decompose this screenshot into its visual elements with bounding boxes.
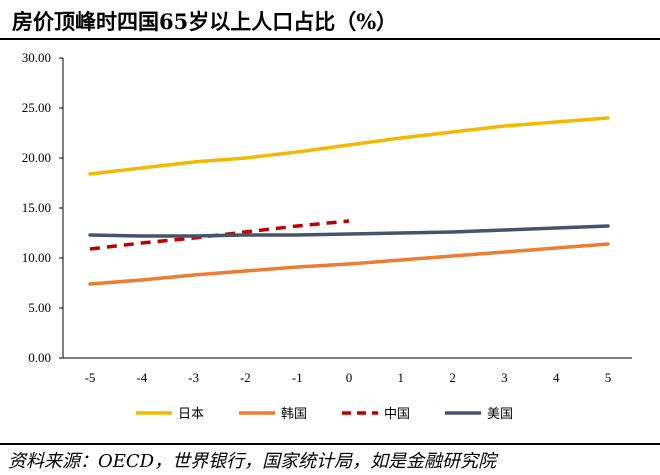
chart-axes: 0.00 5.00 10.00 15.00 20.00 25.00 30.00 -5 -4 -3 -… xyxy=(22,50,632,385)
chart-title: 房价顶峰时四国65岁以上人口占比（%） xyxy=(12,9,398,34)
x-tick-label: -5 xyxy=(85,370,96,385)
x-tick-label: 3 xyxy=(501,370,508,385)
y-tick-label: 5.00 xyxy=(28,300,51,315)
title-divider xyxy=(0,38,660,40)
x-tick-label: -1 xyxy=(292,370,303,385)
source-divider xyxy=(0,443,660,445)
series-line-美国 xyxy=(88,224,610,238)
x-tick-label: -3 xyxy=(188,370,199,385)
series-line-日本 xyxy=(88,116,610,176)
source-note: 资料来源：OECD，世界银行，国家统计局，如是金融研究院 xyxy=(8,451,497,472)
series-line-中国 xyxy=(89,219,350,251)
chart-series xyxy=(88,116,610,286)
y-tick-label: 25.00 xyxy=(22,100,51,115)
x-tick-label: 1 xyxy=(398,370,405,385)
chart-legend: 日本 韩国 中国 美国 xyxy=(136,407,513,422)
x-tick-label: 0 xyxy=(346,370,353,385)
y-tick-label: 30.00 xyxy=(22,50,51,65)
x-tick-label: 2 xyxy=(449,370,456,385)
legend-label-韩国: 韩国 xyxy=(281,407,307,422)
y-tick-label: 20.00 xyxy=(22,150,51,165)
series-line-韩国 xyxy=(88,242,610,286)
x-tick-label: -2 xyxy=(240,370,251,385)
x-tick-label: -4 xyxy=(136,370,147,385)
y-tick-label: 0.00 xyxy=(28,350,51,365)
y-tick-label: 10.00 xyxy=(22,250,51,265)
y-tick-label: 15.00 xyxy=(22,200,51,215)
legend-label-美国: 美国 xyxy=(487,407,513,422)
x-tick-label: 5 xyxy=(605,370,612,385)
legend-label-日本: 日本 xyxy=(178,407,204,422)
line-chart: 0.00 5.00 10.00 15.00 20.00 25.00 30.00 -5 -4 -3 -… xyxy=(22,50,632,422)
legend-label-中国: 中国 xyxy=(384,407,410,422)
x-tick-label: 4 xyxy=(553,370,560,385)
